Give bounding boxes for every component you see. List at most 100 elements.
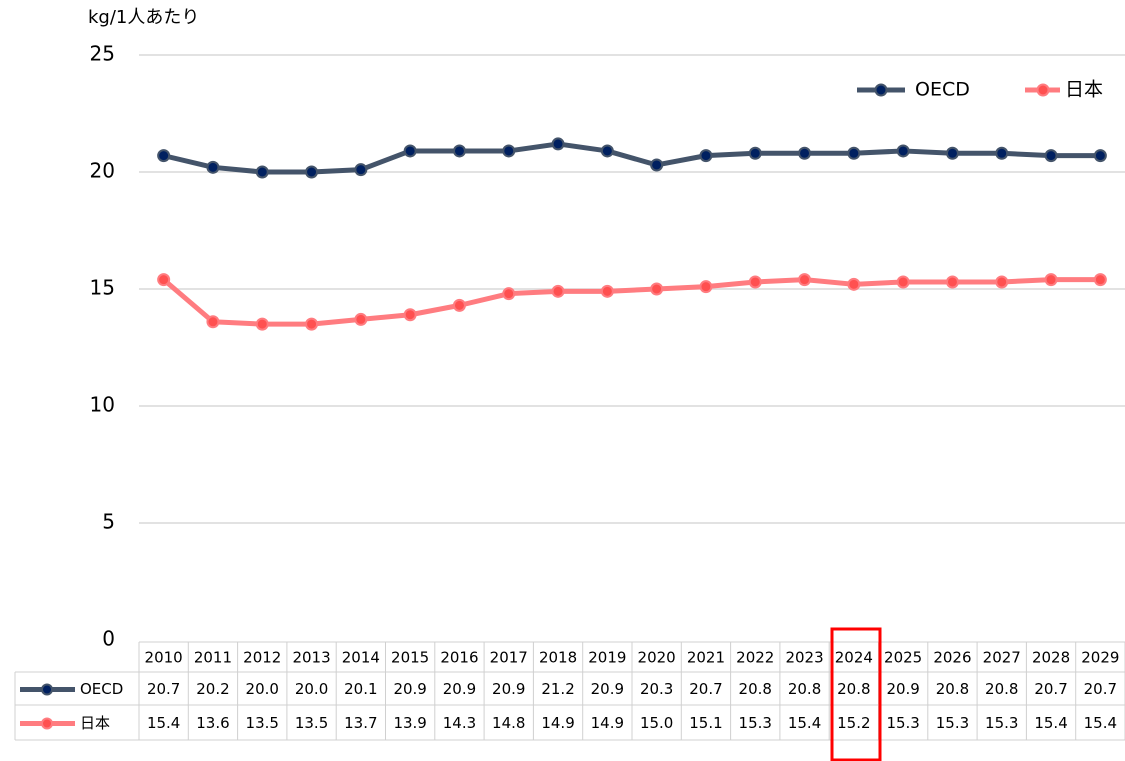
point (403, 308, 417, 322)
x-tick-label: 2027 (983, 649, 1021, 667)
x-tick-label: 2019 (588, 649, 626, 667)
point (255, 165, 269, 179)
x-tick-label: 2014 (342, 649, 380, 667)
table-cell: 13.9 (393, 714, 426, 732)
table-cell: 21.2 (541, 680, 574, 698)
table-cell: 14.9 (591, 714, 624, 732)
table-cell: 20.7 (147, 680, 180, 698)
point (403, 144, 417, 158)
y-tick-label: 5 (102, 510, 115, 534)
point (551, 137, 565, 151)
table-cell: 20.8 (837, 680, 870, 698)
point (1044, 149, 1058, 163)
table-cell: 20.9 (492, 680, 525, 698)
legend-label: OECD (915, 79, 970, 101)
y-axis-label: kg/1人あたり (88, 7, 199, 28)
point (847, 146, 861, 160)
point (847, 277, 861, 291)
table-cell: 20.8 (985, 680, 1018, 698)
point (1044, 273, 1058, 287)
x-tick-label: 2017 (490, 649, 528, 667)
x-tick-label: 2022 (736, 649, 774, 667)
point (945, 146, 959, 160)
x-tick-label: 2013 (292, 649, 330, 667)
point (354, 312, 368, 326)
point (798, 146, 812, 160)
x-tick-label: 2010 (145, 649, 183, 667)
point (502, 287, 516, 301)
table-cell: 15.4 (147, 714, 180, 732)
point (650, 158, 664, 172)
point (748, 146, 762, 160)
table-cell: 20.7 (1034, 680, 1067, 698)
point (551, 284, 565, 298)
x-tick-label: 2012 (243, 649, 281, 667)
point (600, 284, 614, 298)
table-cell: 20.8 (739, 680, 772, 698)
x-tick-label: 2020 (638, 649, 676, 667)
table-cell: 15.3 (739, 714, 772, 732)
y-tick-label: 10 (90, 393, 115, 417)
table-cell: 15.4 (1034, 714, 1067, 732)
point (748, 275, 762, 289)
point (206, 160, 220, 174)
x-tick-label: 2018 (539, 649, 577, 667)
table-cell: 13.7 (344, 714, 377, 732)
legend-marker (874, 83, 888, 97)
table-cell: 15.3 (936, 714, 969, 732)
table-row-label: 日本 (80, 714, 110, 732)
point (945, 275, 959, 289)
table-cell: 20.9 (591, 680, 624, 698)
y-tick-label: 25 (90, 42, 115, 66)
table-cell: 20.8 (788, 680, 821, 698)
point (995, 146, 1009, 160)
table-cell: 15.1 (689, 714, 722, 732)
x-tick-label: 2029 (1081, 649, 1119, 667)
x-tick-label: 2025 (884, 649, 922, 667)
x-tick-label: 2023 (785, 649, 823, 667)
table-cell: 20.3 (640, 680, 673, 698)
y-tick-label: 15 (90, 276, 115, 300)
table-cell: 20.0 (295, 680, 328, 698)
legend-marker (1036, 83, 1050, 97)
point (699, 149, 713, 163)
table-cell: 13.5 (295, 714, 328, 732)
legend-label: 日本 (1065, 79, 1103, 101)
point (452, 298, 466, 312)
x-tick-label: 2011 (194, 649, 232, 667)
highlight-box (830, 627, 882, 761)
y-tick-label: 0 (102, 627, 115, 651)
legend-marker (41, 717, 53, 730)
x-tick-label: 2016 (440, 649, 478, 667)
point (157, 149, 171, 163)
point (305, 165, 319, 179)
point (1093, 273, 1107, 287)
table-cell: 20.8 (936, 680, 969, 698)
point (255, 317, 269, 331)
point (1093, 149, 1107, 163)
x-tick-label: 2015 (391, 649, 429, 667)
table-cell: 15.4 (1084, 714, 1117, 732)
table-cell: 14.3 (443, 714, 476, 732)
table-cell: 20.9 (443, 680, 476, 698)
point (354, 163, 368, 177)
x-tick-label: 2026 (933, 649, 971, 667)
point (502, 144, 516, 158)
table-cell: 20.1 (344, 680, 377, 698)
point (650, 282, 664, 296)
table-cell: 20.0 (246, 680, 279, 698)
x-tick-label: 2028 (1032, 649, 1070, 667)
table-cell: 13.6 (196, 714, 229, 732)
point (995, 275, 1009, 289)
table-cell: 20.9 (393, 680, 426, 698)
table-cell: 13.5 (246, 714, 279, 732)
table-cell: 20.7 (1084, 680, 1117, 698)
point (305, 317, 319, 331)
table-row-label: OECD (80, 680, 123, 698)
point (699, 280, 713, 294)
point (896, 144, 910, 158)
y-tick-label: 20 (90, 159, 115, 183)
point (600, 144, 614, 158)
legend-marker (41, 683, 53, 696)
table-cell: 14.8 (492, 714, 525, 732)
